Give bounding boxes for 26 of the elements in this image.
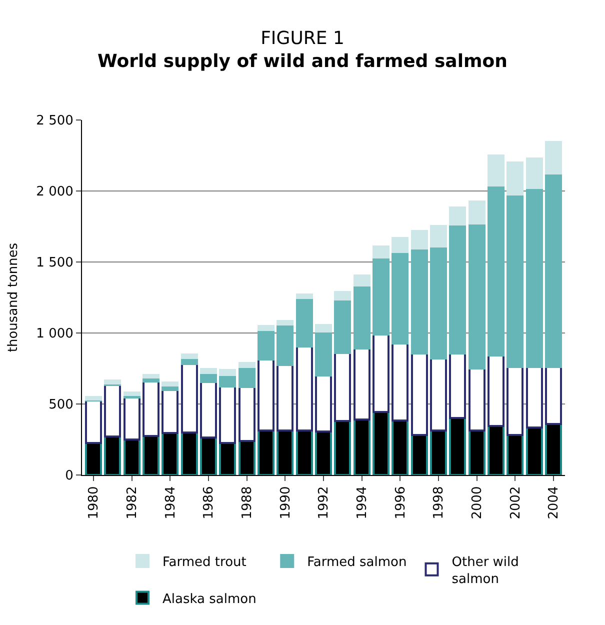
x-tick-label: 2000 bbox=[470, 486, 486, 520]
x-tick-label: 1990 bbox=[278, 486, 294, 520]
y-tick-label: 2 000 bbox=[36, 184, 74, 200]
legend-label: Farmed trout bbox=[162, 555, 246, 570]
legend-label: Alaska salmon bbox=[162, 592, 256, 607]
y-tick-label: 500 bbox=[48, 398, 74, 413]
chart-title: FIGURE 1 bbox=[260, 28, 344, 49]
y-axis-title: thousand tonnes bbox=[6, 242, 22, 352]
x-tick-label: 2002 bbox=[508, 486, 524, 520]
x-tick-label: 1980 bbox=[86, 486, 102, 520]
chart-subtitle: World supply of wild and farmed salmon bbox=[98, 51, 508, 72]
x-tick-label: 1988 bbox=[240, 486, 256, 520]
legend-label: Farmed salmon bbox=[307, 555, 407, 570]
x-tick-label: 1996 bbox=[393, 486, 408, 520]
y-tick-label: 2 500 bbox=[36, 114, 74, 129]
x-tick-label: 1986 bbox=[202, 486, 217, 520]
y-tick-label: 0 bbox=[65, 468, 74, 484]
x-tick-label: 1982 bbox=[125, 486, 140, 520]
y-tick-label: 1 500 bbox=[36, 256, 74, 271]
x-tick-label: 2004 bbox=[546, 486, 562, 520]
x-tick-label: 1994 bbox=[355, 486, 370, 520]
legend-label: Other wild salmon bbox=[452, 555, 519, 587]
x-tick-label: 1984 bbox=[163, 486, 178, 520]
x-tick-label: 1998 bbox=[432, 486, 447, 520]
x-tick-label: 1992 bbox=[316, 486, 332, 520]
y-tick-label: 1 000 bbox=[36, 326, 74, 342]
